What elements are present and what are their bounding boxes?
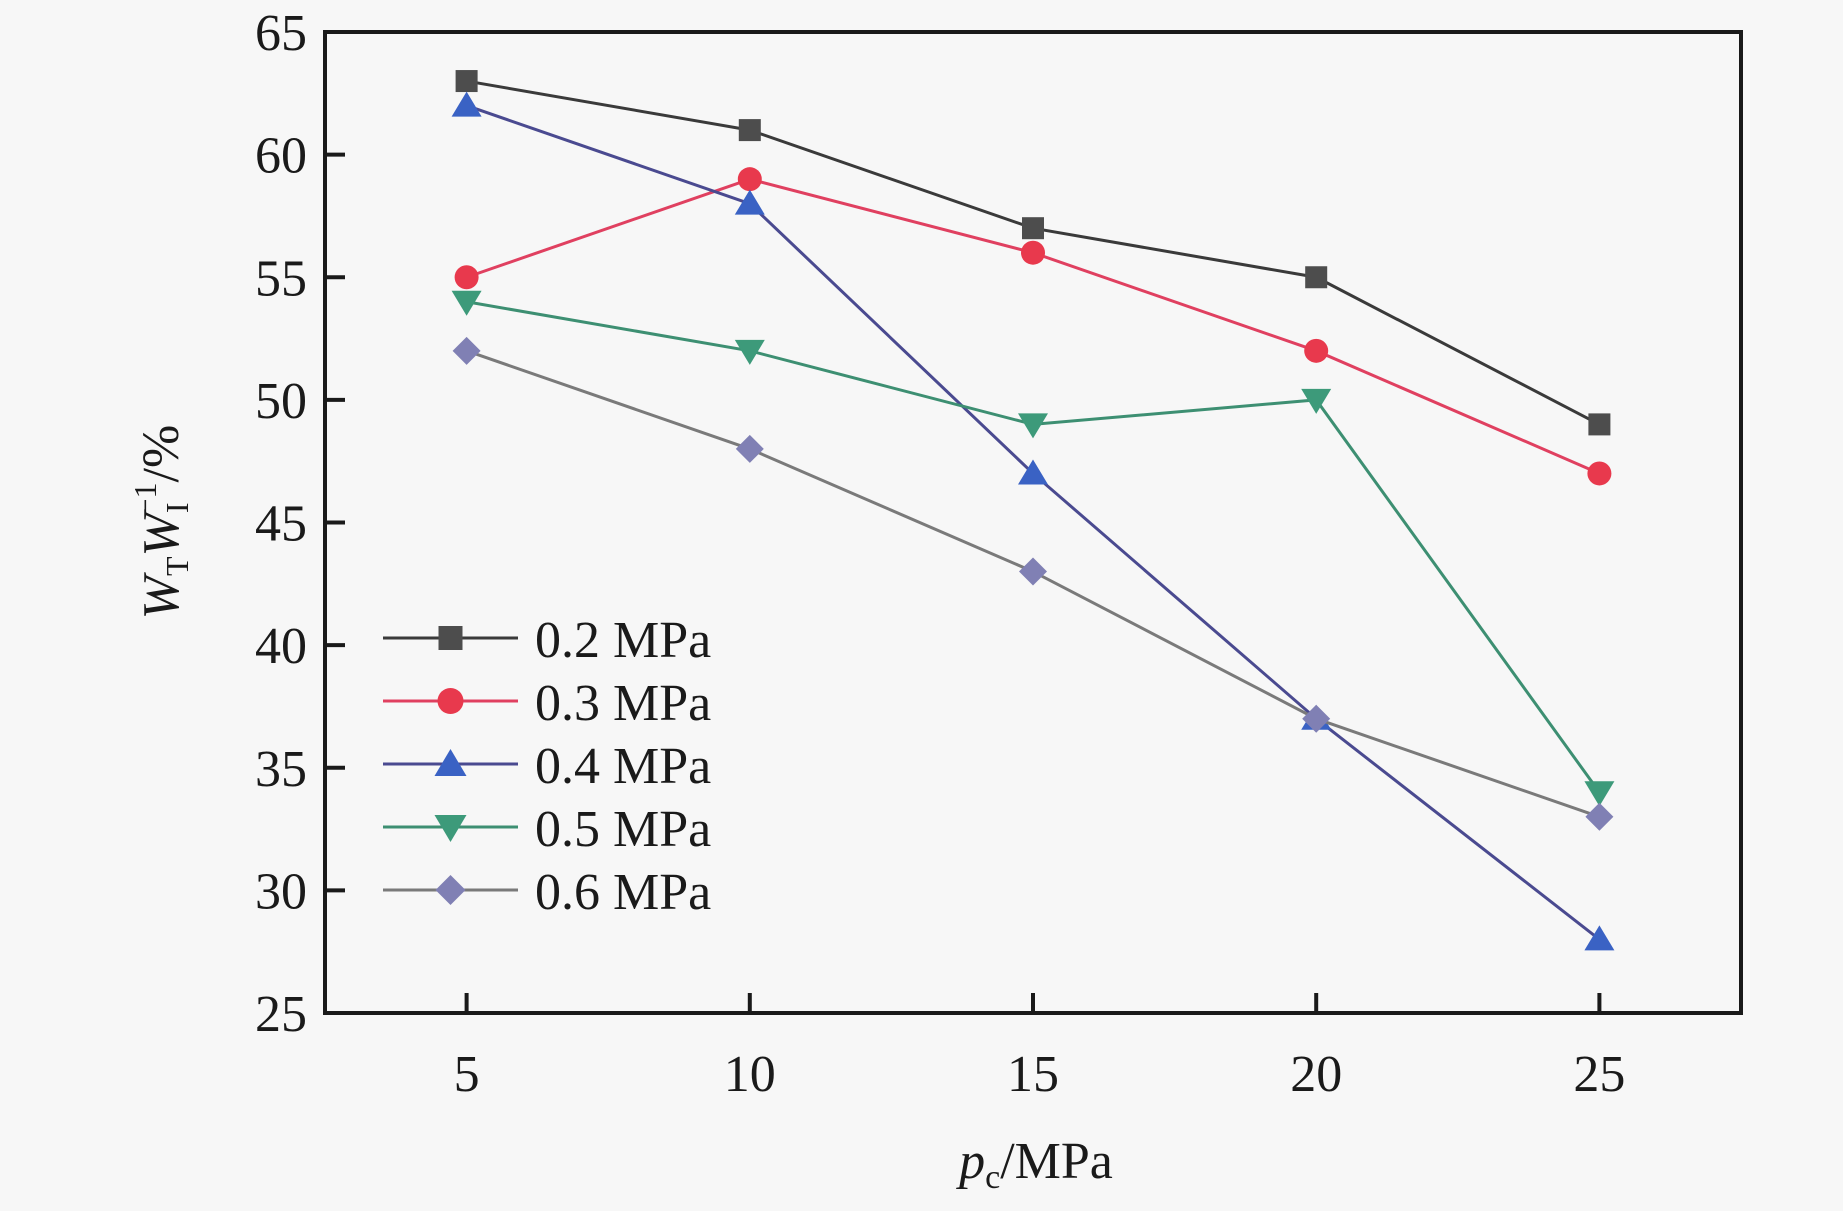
x-axis-title-sub: c (985, 1159, 1000, 1196)
data-point (1584, 925, 1615, 951)
series-0_6-MPa (452, 336, 1614, 831)
data-point (1019, 557, 1047, 586)
series-0_3-MPa (454, 167, 1612, 486)
legend-item: 0.4 MPa (383, 738, 711, 795)
data-point (734, 339, 765, 365)
y-axis-title-w2-sup: −1 (127, 482, 163, 516)
legend-label: 0.3 MPa (535, 675, 711, 732)
data-point (1018, 413, 1048, 439)
data-point (451, 290, 482, 316)
data-point (1021, 240, 1045, 265)
legend-item: 0.5 MPa (383, 801, 711, 858)
x-axis-title-main: p (955, 1133, 985, 1190)
legend-label: 0.6 MPa (535, 864, 711, 921)
legend-marker-diamond-icon (435, 875, 466, 905)
data-point (1022, 217, 1044, 240)
legend-label: 0.5 MPa (535, 801, 711, 858)
data-point (452, 336, 481, 365)
legend: 0.2 MPa 0.3 MPa 0.4 MPa 0.5 MPa 0.6 MPa (383, 612, 711, 921)
y-tick-label: 25 (255, 986, 307, 1043)
data-point (1305, 266, 1328, 289)
data-point (738, 119, 761, 142)
series-layer (451, 70, 1615, 951)
y-tick-label: 35 (255, 741, 307, 798)
legend-label: 0.2 MPa (535, 612, 711, 669)
x-tick-label: 20 (1290, 1046, 1342, 1103)
data-point (455, 70, 478, 93)
y-tick-label: 55 (255, 250, 307, 307)
y-tick-label: 45 (255, 496, 307, 553)
legend-marker-triangle-down-icon (434, 815, 467, 842)
legend-item: 0.6 MPa (383, 864, 711, 921)
y-axis-title-w2-sub: I (159, 502, 195, 513)
legend-marker-triangle-up-icon (434, 749, 467, 776)
data-point (1301, 388, 1332, 414)
y-axis-ticks: 25 30 35 40 45 50 55 60 65 (255, 5, 345, 1043)
x-axis-ticks: 5 10 15 20 25 (454, 993, 1625, 1103)
x-axis-title: pc/MPa (955, 1133, 1113, 1196)
x-tick-label: 15 (1007, 1046, 1059, 1103)
x-tick-label: 25 (1573, 1046, 1625, 1103)
legend-item: 0.3 MPa (383, 675, 711, 732)
series-0_5-MPa (451, 290, 1615, 807)
y-tick-label: 60 (255, 128, 307, 185)
y-axis-title-w2: W (133, 508, 190, 556)
data-point (1585, 802, 1614, 831)
data-point (1587, 461, 1612, 486)
y-tick-label: 40 (255, 618, 307, 675)
y-axis-title-w1-sub: T (159, 556, 195, 576)
series-0_2-MPa (455, 70, 1611, 436)
data-point (1302, 704, 1331, 733)
legend-marker-square-icon (438, 626, 463, 650)
x-tick-label: 10 (724, 1046, 776, 1103)
y-tick-label: 30 (255, 863, 307, 920)
y-tick-label: 50 (255, 373, 307, 430)
data-point (1584, 781, 1615, 807)
y-axis-title-w1: W (133, 571, 190, 619)
data-point (1588, 413, 1611, 436)
y-tick-label: 65 (255, 5, 307, 62)
data-point (451, 91, 482, 117)
data-point (1018, 459, 1048, 485)
data-point (737, 167, 762, 192)
x-axis-title-rest: /MPa (1000, 1133, 1113, 1190)
data-point (735, 434, 764, 463)
legend-marker-circle-icon (437, 688, 464, 714)
legend-label: 0.4 MPa (535, 738, 711, 795)
x-tick-label: 5 (454, 1046, 480, 1103)
legend-item: 0.2 MPa (383, 612, 711, 669)
y-axis-title-rest: /% (133, 425, 190, 483)
data-point (454, 265, 479, 290)
data-point (1304, 338, 1329, 363)
y-axis-title: WTWI−1/% (127, 425, 195, 620)
data-point (734, 189, 765, 215)
